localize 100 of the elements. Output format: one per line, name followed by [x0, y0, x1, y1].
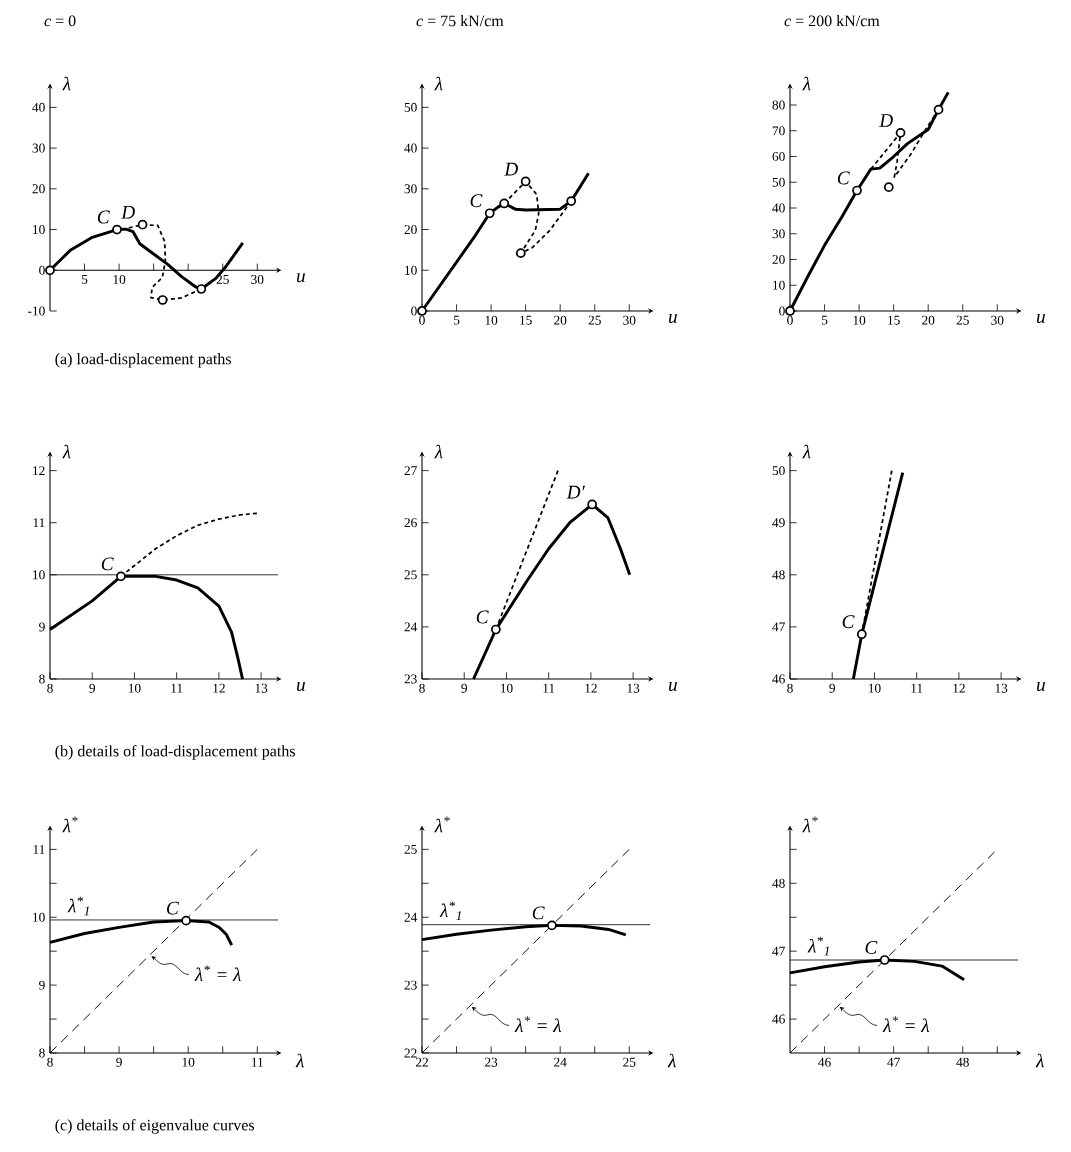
annotation: D [504, 162, 518, 176]
x-tick-label: 5 [81, 274, 88, 284]
x-tick-label: 11 [911, 683, 923, 693]
x-axis-title: λ [1035, 1053, 1044, 1068]
ref-line-label: λ$^{*}$1 [807, 936, 829, 956]
text: (c) details of eigenvalue curves [55, 1119, 255, 1134]
x-tick-label: 23 [485, 1057, 498, 1067]
x-tick-label: 10 [868, 683, 881, 693]
y-axis-title: λ [62, 444, 71, 459]
x-tick-label: 9 [116, 1057, 122, 1067]
y-tick-label: 25 [404, 844, 417, 854]
y-tick-label: 11 [33, 518, 45, 528]
y-tick-label: 23 [404, 980, 417, 990]
y-tick-label: 47 [772, 622, 785, 632]
y-tick-label: 9 [39, 622, 45, 632]
y-tick-label: 0 [779, 306, 785, 316]
x-tick-label: 47 [887, 1057, 900, 1067]
y-tick-label: 20 [772, 255, 785, 264]
x-tick-label: 48 [956, 1057, 969, 1067]
y-tick-label: 12 [33, 466, 45, 476]
x-tick-label: 13 [255, 683, 268, 693]
y-tick-label: 48 [772, 878, 785, 888]
x-axis-title: u [669, 681, 677, 691]
x-tick-label: 9 [461, 683, 468, 693]
x-tick-label: 20 [922, 315, 935, 325]
x-tick-label: 11 [543, 683, 555, 693]
y-axis-title: λ$^{*}$ [62, 816, 78, 833]
annotation: C [532, 906, 545, 920]
x-tick-label: 11 [252, 1057, 263, 1067]
x-tick-label: 13 [627, 683, 640, 693]
x-tick-label: 15 [520, 315, 532, 325]
text: (a) load-displacement paths [55, 353, 231, 368]
annotation: C [470, 194, 483, 208]
y-axis-title: λ [802, 444, 811, 459]
annotation: D [121, 206, 135, 219]
y-tick-label: 0 [39, 265, 45, 275]
y-tick-label: 24 [404, 912, 418, 922]
x-tick-label: 8 [419, 683, 425, 693]
x-tick-label: 25 [623, 1057, 636, 1067]
annotation: C [837, 171, 850, 185]
y-tick-label: 46 [772, 1014, 785, 1024]
y-tick-label: 10 [33, 570, 45, 580]
x-tick-label: 10 [113, 274, 126, 284]
y-tick-label: 60 [772, 152, 785, 161]
x-tick-label: 11 [171, 683, 183, 693]
x-tick-label: 30 [623, 315, 636, 325]
y-tick-label: 50 [772, 177, 785, 187]
y-tick-label: 27 [404, 466, 417, 476]
annotation: C [476, 610, 489, 624]
y-tick-label: 10 [33, 225, 45, 235]
annotation: D′ [566, 485, 586, 499]
x-tick-label: 9 [829, 683, 836, 693]
x-tick-label: 25 [588, 315, 601, 325]
annotation: λ$^{*}$ = λ [194, 965, 241, 982]
chart-title: c = 200 kN/cm [784, 15, 880, 27]
y-tick-label: 23 [404, 674, 417, 684]
y-tick-label: 50 [772, 466, 785, 476]
text: (b) details of load-displacement paths [55, 745, 295, 760]
annotation: λ$^{*}$ = λ [882, 1016, 930, 1032]
x-tick-label: 12 [585, 683, 597, 693]
y-tick-label: 24 [404, 622, 418, 632]
y-axis-title: λ [802, 76, 811, 91]
x-tick-label: 30 [251, 274, 264, 284]
y-tick-label: 8 [39, 674, 45, 684]
x-tick-label: 5 [453, 315, 460, 325]
y-tick-label: 8 [39, 1048, 45, 1058]
x-axis-title: u [669, 313, 677, 323]
x-tick-label: 30 [991, 315, 1004, 325]
x-axis-title: u [297, 681, 305, 691]
y-tick-label: 40 [772, 203, 785, 213]
x-tick-label: 20 [554, 315, 567, 325]
y-tick-label: 40 [404, 143, 417, 153]
y-tick-label: 47 [772, 946, 785, 956]
x-tick-label: 13 [995, 683, 1008, 693]
y-tick-label: 10 [33, 912, 45, 922]
x-axis-title: λ [667, 1053, 676, 1068]
y-tick-label: 30 [404, 184, 417, 194]
x-axis-title: λ [295, 1053, 304, 1068]
y-tick-label: -10 [28, 306, 45, 316]
x-axis-title: u [297, 273, 305, 283]
x-tick-label: 10 [853, 315, 866, 325]
x-tick-label: 10 [500, 683, 513, 693]
y-tick-label: 22 [404, 1048, 417, 1058]
y-tick-label: 49 [772, 518, 785, 528]
y-axis-title: λ [62, 76, 71, 91]
x-tick-label: 8 [787, 683, 793, 693]
y-tick-label: 26 [404, 518, 417, 528]
x-tick-label: 5 [822, 315, 828, 325]
x-tick-label: 15 [888, 315, 900, 325]
x-tick-label: 12 [953, 683, 965, 693]
x-tick-label: 24 [554, 1057, 567, 1067]
y-tick-label: 20 [404, 225, 417, 235]
annotation: D [879, 114, 893, 127]
y-tick-label: 25 [404, 570, 417, 580]
y-tick-label: 40 [32, 102, 45, 112]
chart-title: c = 0 [44, 15, 76, 27]
x-tick-label: 0 [419, 315, 425, 325]
x-tick-label: 10 [128, 683, 141, 693]
x-tick-label: 9 [89, 683, 96, 693]
annotation: C [865, 941, 878, 954]
